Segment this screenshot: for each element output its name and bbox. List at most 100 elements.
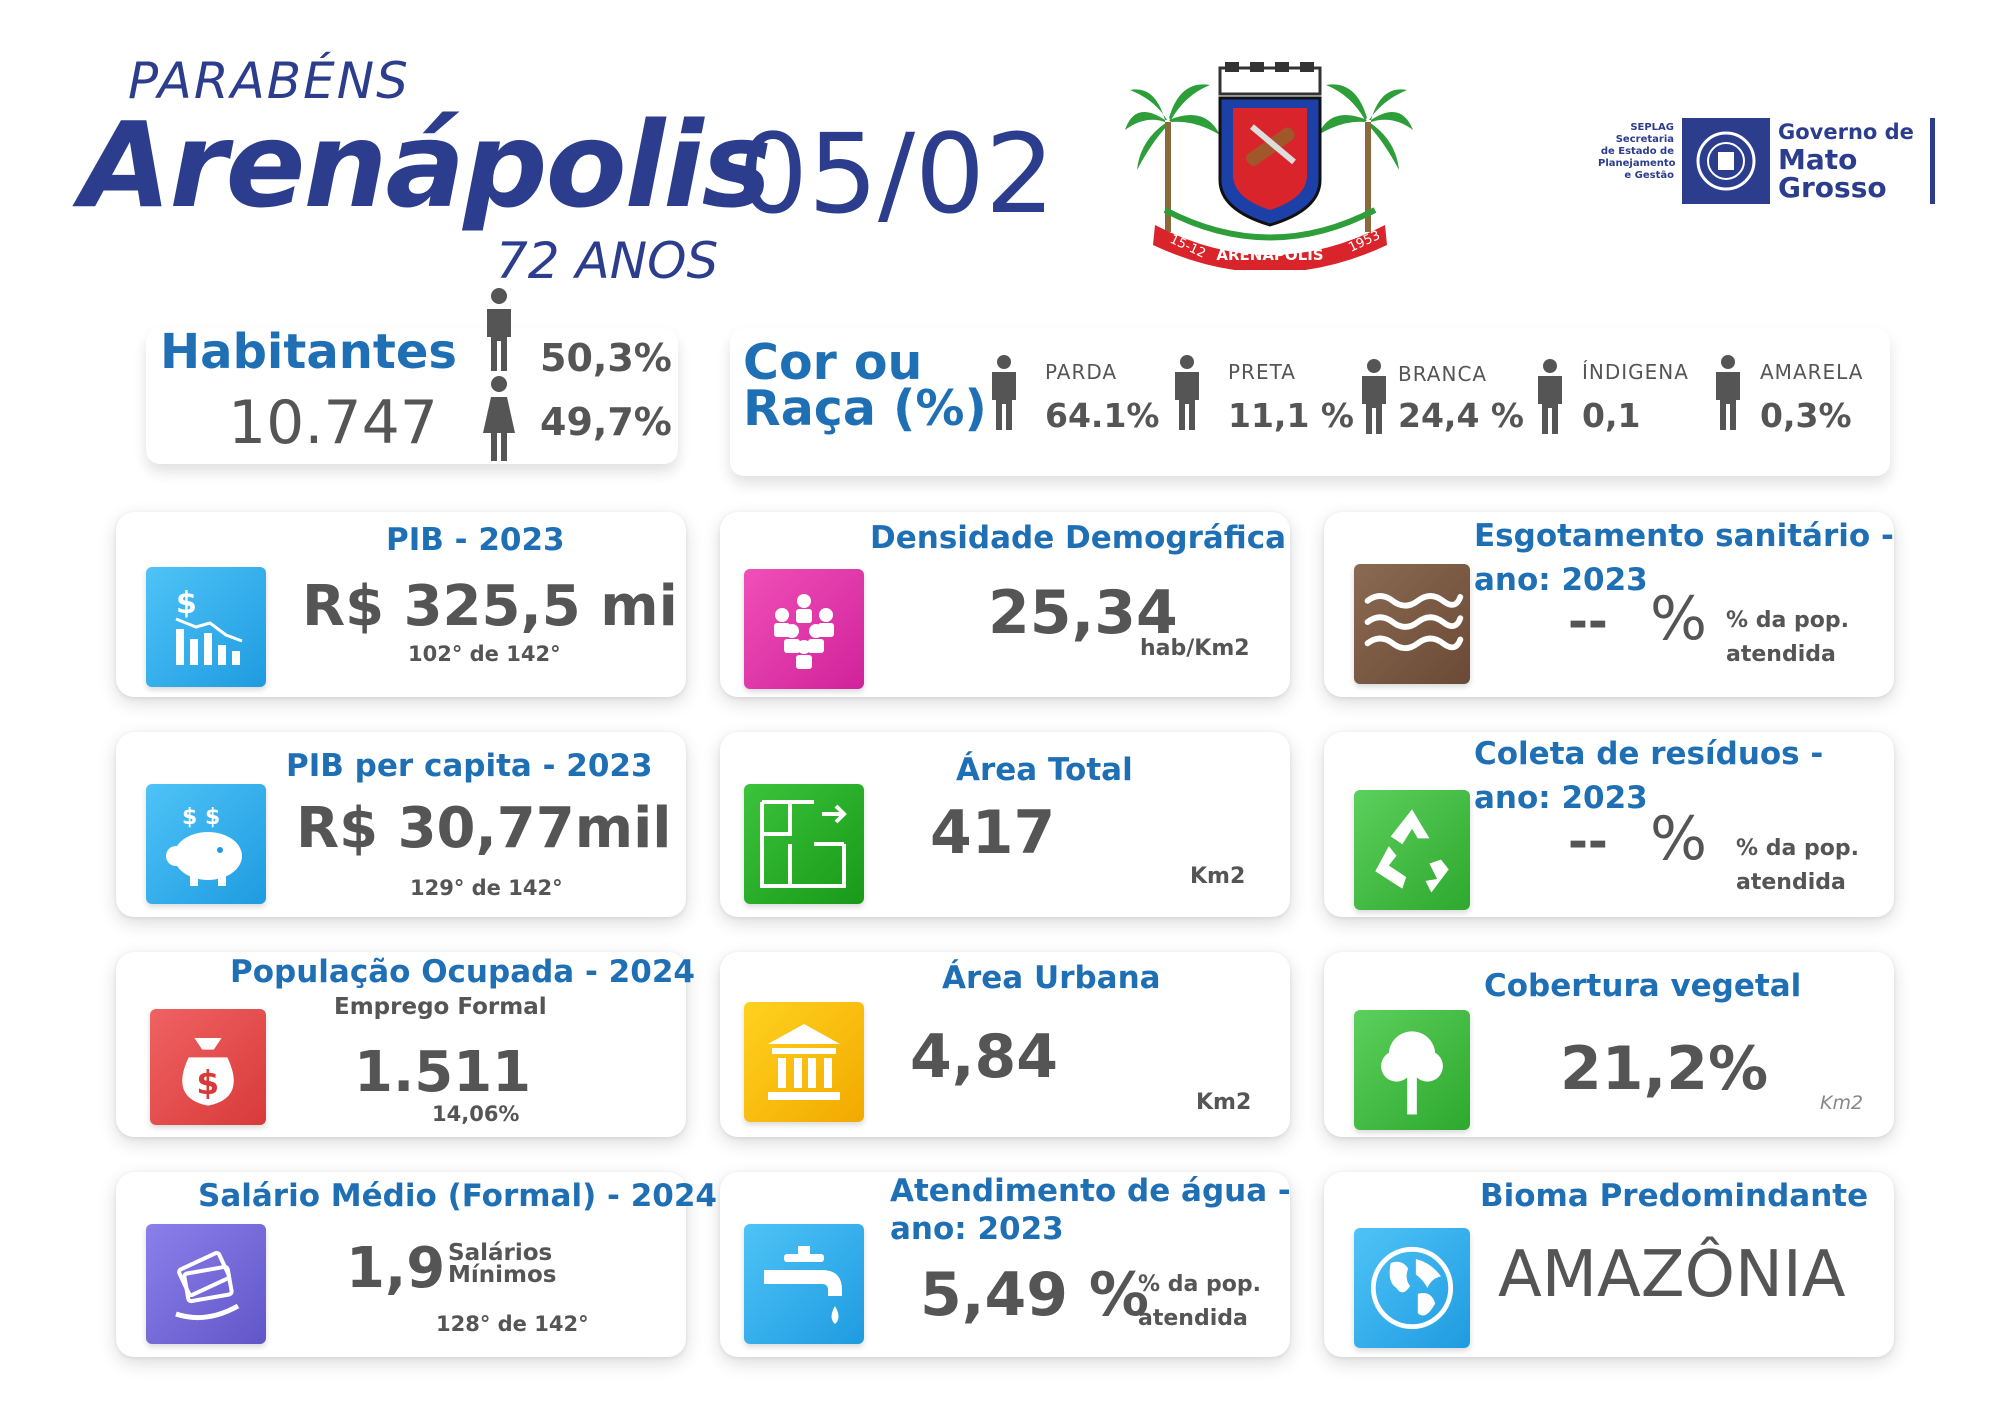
card-title: População Ocupada - 2024 — [230, 954, 695, 990]
card-value: 1.511 — [354, 1040, 532, 1105]
svg-text:$: $ — [196, 1063, 219, 1102]
card-title: Bioma Predomindante — [1480, 1178, 1869, 1214]
card-value: R$ 325,5 mi — [302, 574, 678, 639]
male-icon — [483, 287, 515, 371]
raca-label-indigena: ÍNDIGENA — [1582, 360, 1689, 384]
raca-panel — [730, 328, 1890, 476]
coat-of-arms-icon: 15-12 ARENÁPOLIS 1953 — [1125, 62, 1413, 273]
card-area-urbana: Área Urbana 4,84 Km2 — [720, 952, 1290, 1137]
agency-line: e Gestão — [1624, 170, 1674, 181]
money-bag-icon: $ — [150, 1009, 266, 1125]
person-icon — [1171, 354, 1203, 430]
raca-value-branca: 24,4 % — [1398, 396, 1524, 435]
card-rank: 128° de 142° — [436, 1312, 589, 1336]
card-densidade: Densidade Demográfica 25,34 hab/Km2 — [720, 512, 1290, 697]
card-value: 5,49 % — [920, 1260, 1150, 1330]
globe-icon — [1354, 1228, 1470, 1348]
card-title: Coleta de resíduos - ano: 2023 — [1474, 732, 1823, 820]
raca-value-parda: 64.1% — [1045, 396, 1160, 435]
card-title-line: ano: 2023 — [890, 1211, 1064, 1247]
raca-label-parda: PARDA — [1045, 360, 1118, 384]
female-icon — [481, 375, 517, 461]
recycle-icon — [1354, 790, 1470, 910]
card-unit: Salários Mínimos — [448, 1240, 557, 1288]
card-unit: % da pop. atendida — [1726, 604, 1849, 672]
card-area-total: Área Total 417 Km2 — [720, 732, 1290, 917]
habitantes-total: 10.747 — [228, 388, 438, 458]
female-percentage: 49,7% — [540, 400, 672, 444]
raca-label-branca: BRANCA — [1398, 362, 1488, 386]
card-unit-line: atendida — [1138, 1306, 1248, 1331]
card-value: 21,2% — [1560, 1034, 1769, 1104]
coat-of-arms: 15-12 ARENÁPOLIS 1953 — [1125, 60, 1415, 273]
card-subtitle: Emprego Formal — [334, 994, 547, 1020]
water-tap-icon — [744, 1224, 864, 1344]
card-title-line: Atendimento de água - — [890, 1173, 1291, 1209]
card-unit: Km2 — [1196, 1090, 1252, 1115]
card-unit-line: Mínimos — [448, 1262, 557, 1288]
card-title: Área Urbana — [942, 960, 1161, 996]
card-title-line: Coleta de resíduos - — [1474, 736, 1824, 772]
habitantes-panel — [146, 328, 678, 464]
card-unit: % da pop. atendida — [1736, 832, 1859, 900]
card-rank: 102° de 142° — [408, 642, 561, 666]
card-value: 417 — [930, 798, 1056, 868]
card-salario-medio: Salário Médio (Formal) - 2024 1,9 Salári… — [116, 1172, 717, 1357]
card-unit: % da pop. atendida — [1138, 1268, 1261, 1336]
person-icon — [988, 354, 1020, 430]
gov-line: Grosso — [1778, 171, 1887, 204]
card-unit: Km2 — [1820, 1092, 1864, 1114]
government-logo: SEPLAG Secretaria de Estado de Planejame… — [1598, 118, 1938, 208]
waves-icon — [1354, 564, 1470, 684]
piggy-bank-icon: $ $ — [146, 784, 266, 904]
card-rank: 129° de 142° — [410, 876, 563, 900]
person-icon — [1712, 354, 1744, 430]
card-percent-sign: % — [1650, 584, 1708, 654]
habitantes-label: Habitantes — [160, 324, 457, 380]
anniversary-years: 72 ANOS — [496, 232, 719, 290]
card-coleta-residuos: Coleta de resíduos - ano: 2023 -- % % da… — [1324, 732, 1894, 917]
person-icon — [1534, 358, 1566, 434]
card-esgotamento: Esgotamento sanitário - ano: 2023 -- % %… — [1324, 512, 1894, 697]
card-unit-line: % da pop. — [1726, 608, 1849, 633]
card-value: -- — [1568, 814, 1608, 870]
card-title: Densidade Demográfica — [870, 520, 1287, 556]
gov-line: Mato — [1778, 143, 1858, 176]
svg-text:$ $: $ $ — [182, 805, 220, 830]
money-hand-icon — [146, 1224, 266, 1344]
raca-value-preta: 11,1 % — [1228, 396, 1354, 435]
card-unit-line: atendida — [1726, 642, 1836, 667]
raca-title-line: Cor ou — [743, 334, 923, 391]
gov-line: Governo de — [1778, 120, 1914, 144]
card-title-line: Esgotamento sanitário - — [1474, 518, 1894, 554]
card-populacao-ocupada: População Ocupada - 2024 Emprego Formal … — [116, 952, 695, 1137]
svg-text:ARENÁPOLIS: ARENÁPOLIS — [1216, 245, 1323, 264]
card-title: Salário Médio (Formal) - 2024 — [198, 1178, 717, 1214]
agency-line: de Estado de — [1600, 146, 1674, 157]
agency-line: Planejamento — [1598, 158, 1676, 169]
card-unit-line: Salários — [448, 1240, 553, 1266]
card-bioma: Bioma Predomindante AMAZÔNIA — [1324, 1172, 1894, 1357]
card-value: R$ 30,77mil — [296, 796, 672, 861]
card-unit-line: % da pop. — [1138, 1272, 1261, 1297]
people-group-icon — [744, 569, 864, 689]
tree-icon — [1354, 1010, 1470, 1130]
card-value: 25,34 — [988, 578, 1178, 648]
card-title-line: ano: 2023 — [1474, 562, 1648, 598]
raca-label-preta: PRETA — [1228, 360, 1296, 384]
city-name: Arenápolis — [80, 96, 772, 234]
card-percent-sign: % — [1650, 804, 1708, 874]
floor-plan-icon — [744, 784, 864, 904]
card-atendimento-agua: Atendimento de água - ano: 2023 5,49 % %… — [720, 1172, 1291, 1357]
card-unit: hab/Km2 — [1140, 636, 1250, 661]
raca-label-amarela: AMARELA — [1760, 360, 1864, 384]
person-icon — [1358, 358, 1390, 434]
card-title: PIB - 2023 — [386, 522, 565, 558]
card-title: Área Total — [956, 752, 1133, 788]
raca-value-indigena: 0,1 — [1582, 396, 1641, 435]
card-cobertura-vegetal: Cobertura vegetal 21,2% Km2 — [1324, 952, 1894, 1137]
card-unit-line: % da pop. — [1736, 836, 1859, 861]
raca-title: Cor ou Raça (%) — [743, 334, 987, 433]
greeting: PARABÉNS — [128, 52, 410, 110]
card-title: Cobertura vegetal — [1484, 968, 1802, 1004]
